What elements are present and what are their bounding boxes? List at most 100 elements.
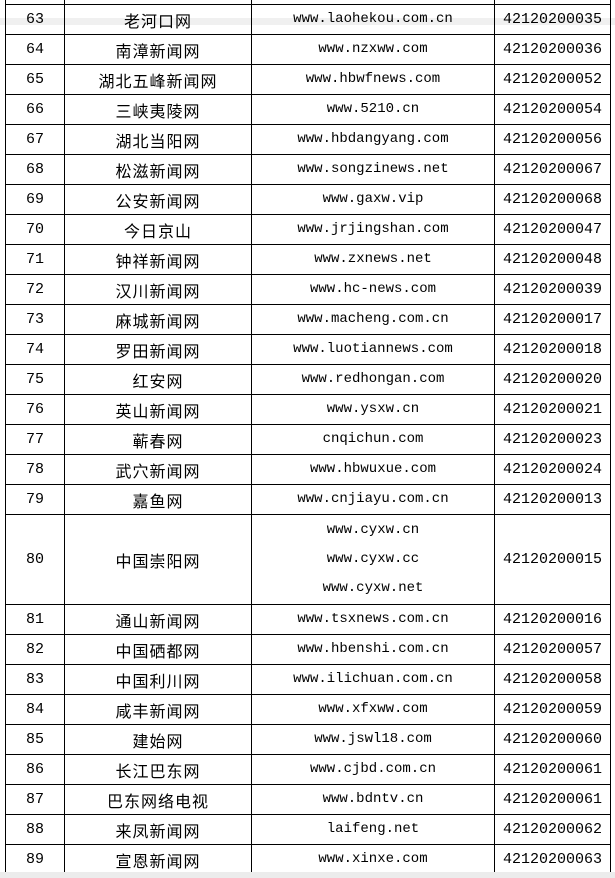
site-url-line: www.tsxnews.com.cn <box>297 611 449 627</box>
site-url: www.5210.cn <box>251 94 495 125</box>
table-row: 76 英山新闻网 www.ysxw.cn 42120200021 <box>5 394 611 425</box>
row-number: 80 <box>5 514 65 605</box>
row-number: 72 <box>5 274 65 305</box>
table-row: 80 中国崇阳网 www.cyxw.cn www.cyxw.cc www.cyxw.ne… <box>5 514 611 605</box>
table-row: 88 来凤新闻网 laifeng.net 42120200062 <box>5 814 611 845</box>
site-url-line: www.cyxw.cc <box>326 551 420 567</box>
site-url: www.zxnews.net <box>251 244 495 275</box>
site-url-line: cnqichun.com <box>322 431 424 447</box>
row-number: 86 <box>5 754 65 785</box>
site-url-line: www.bdntv.cn <box>322 791 424 807</box>
site-url: www.tsxnews.com.cn <box>251 604 495 635</box>
site-url-line: www.ysxw.cn <box>326 401 420 417</box>
site-url-line: www.5210.cn <box>326 101 420 117</box>
table-row: 67 湖北当阳网 www.hbdangyang.com 42120200056 <box>5 124 611 155</box>
site-name: 中国崇阳网 <box>64 514 252 605</box>
site-url-line: www.macheng.com.cn <box>297 311 449 327</box>
table-row: 83 中国利川网 www.ilichuan.com.cn 42120200058 <box>5 664 611 695</box>
table-row: 70 今日京山 www.jrjingshan.com 42120200047 <box>5 214 611 245</box>
site-name: 来凤新闻网 <box>64 814 252 845</box>
site-url-line: www.hc-news.com <box>309 281 437 297</box>
site-url: www.jrjingshan.com <box>251 214 495 245</box>
table-row: 81 通山新闻网 www.tsxnews.com.cn 42120200016 <box>5 604 611 635</box>
site-url: www.hbwuxue.com <box>251 454 495 485</box>
site-name: 南漳新闻网 <box>64 34 252 65</box>
site-name: 建始网 <box>64 724 252 755</box>
site-url-line: www.jrjingshan.com <box>297 221 449 237</box>
site-name: 通山新闻网 <box>64 604 252 635</box>
table-row: 78 武穴新闻网 www.hbwuxue.com 42120200024 <box>5 454 611 485</box>
site-name: 罗田新闻网 <box>64 334 252 365</box>
site-url: www.redhongan.com <box>251 364 495 395</box>
license-table-body: 63 老河口网 www.laohekou.com.cn 42120200035 64 南漳… <box>5 0 611 875</box>
row-number: 89 <box>5 844 65 875</box>
row-number: 76 <box>5 394 65 425</box>
table-row: 72 汉川新闻网 www.hc-news.com 42120200039 <box>5 274 611 305</box>
site-url-line: www.xfxww.com <box>318 701 428 717</box>
row-number: 65 <box>5 64 65 95</box>
row-number: 81 <box>5 604 65 635</box>
site-url: www.ysxw.cn <box>251 394 495 425</box>
row-number: 84 <box>5 694 65 725</box>
table-row: 82 中国硒都网 www.hbenshi.com.cn 42120200057 <box>5 634 611 665</box>
license-code: 42120200057 <box>494 634 611 665</box>
row-number: 74 <box>5 334 65 365</box>
site-name: 红安网 <box>64 364 252 395</box>
license-code: 42120200023 <box>494 424 611 455</box>
site-url-line: www.cyxw.net <box>322 580 424 596</box>
site-url-line: www.xinxe.com <box>318 851 428 867</box>
site-url: www.nzxww.com <box>251 34 495 65</box>
license-code: 42120200035 <box>494 4 611 35</box>
row-number: 75 <box>5 364 65 395</box>
table-row: 69 公安新闻网 www.gaxw.vip 42120200068 <box>5 184 611 215</box>
site-url-line: www.hbenshi.com.cn <box>297 641 449 657</box>
site-url-line: www.songzinews.net <box>297 161 449 177</box>
site-url: www.bdntv.cn <box>251 784 495 815</box>
license-code: 42120200020 <box>494 364 611 395</box>
table-row: 77 蕲春网 cnqichun.com 42120200023 <box>5 424 611 455</box>
license-code: 42120200018 <box>494 334 611 365</box>
site-name: 三峡夷陵网 <box>64 94 252 125</box>
site-url: www.ilichuan.com.cn <box>251 664 495 695</box>
site-url: www.macheng.com.cn <box>251 304 495 335</box>
license-code: 42120200068 <box>494 184 611 215</box>
license-code: 42120200060 <box>494 724 611 755</box>
site-url-line: www.ilichuan.com.cn <box>293 671 453 687</box>
table-row: 74 罗田新闻网 www.luotiannews.com 42120200018 <box>5 334 611 365</box>
site-url: www.jswl18.com <box>251 724 495 755</box>
license-code: 42120200058 <box>494 664 611 695</box>
license-code: 42120200017 <box>494 304 611 335</box>
table-row: 68 松滋新闻网 www.songzinews.net 42120200067 <box>5 154 611 185</box>
site-name: 嘉鱼网 <box>64 484 252 515</box>
row-number: 66 <box>5 94 65 125</box>
row-number: 78 <box>5 454 65 485</box>
table-row: 73 麻城新闻网 www.macheng.com.cn 42120200017 <box>5 304 611 335</box>
site-url: www.xfxww.com <box>251 694 495 725</box>
site-url-line: www.cnjiayu.com.cn <box>297 491 449 507</box>
table-row: 87 巴东网络电视 www.bdntv.cn 42120200061 <box>5 784 611 815</box>
site-name: 长江巴东网 <box>64 754 252 785</box>
site-url: www.hbenshi.com.cn <box>251 634 495 665</box>
row-number: 73 <box>5 304 65 335</box>
site-url: www.luotiannews.com <box>251 334 495 365</box>
site-url: cnqichun.com <box>251 424 495 455</box>
site-url-line: www.cyxw.cn <box>326 522 420 538</box>
license-code: 42120200061 <box>494 784 611 815</box>
site-url: www.hbdangyang.com <box>251 124 495 155</box>
site-url: www.cjbd.com.cn <box>251 754 495 785</box>
table-row: 66 三峡夷陵网 www.5210.cn 42120200054 <box>5 94 611 125</box>
site-url: www.songzinews.net <box>251 154 495 185</box>
row-number: 68 <box>5 154 65 185</box>
site-url-line: www.gaxw.vip <box>322 191 424 207</box>
table-row: 85 建始网 www.jswl18.com 42120200060 <box>5 724 611 755</box>
site-url: laifeng.net <box>251 814 495 845</box>
license-code: 42120200036 <box>494 34 611 65</box>
site-url-line: www.hbwuxue.com <box>309 461 437 477</box>
license-code: 42120200062 <box>494 814 611 845</box>
row-number: 67 <box>5 124 65 155</box>
license-code: 42120200015 <box>494 514 611 605</box>
site-name: 蕲春网 <box>64 424 252 455</box>
license-code: 42120200063 <box>494 844 611 875</box>
license-code: 42120200013 <box>494 484 611 515</box>
